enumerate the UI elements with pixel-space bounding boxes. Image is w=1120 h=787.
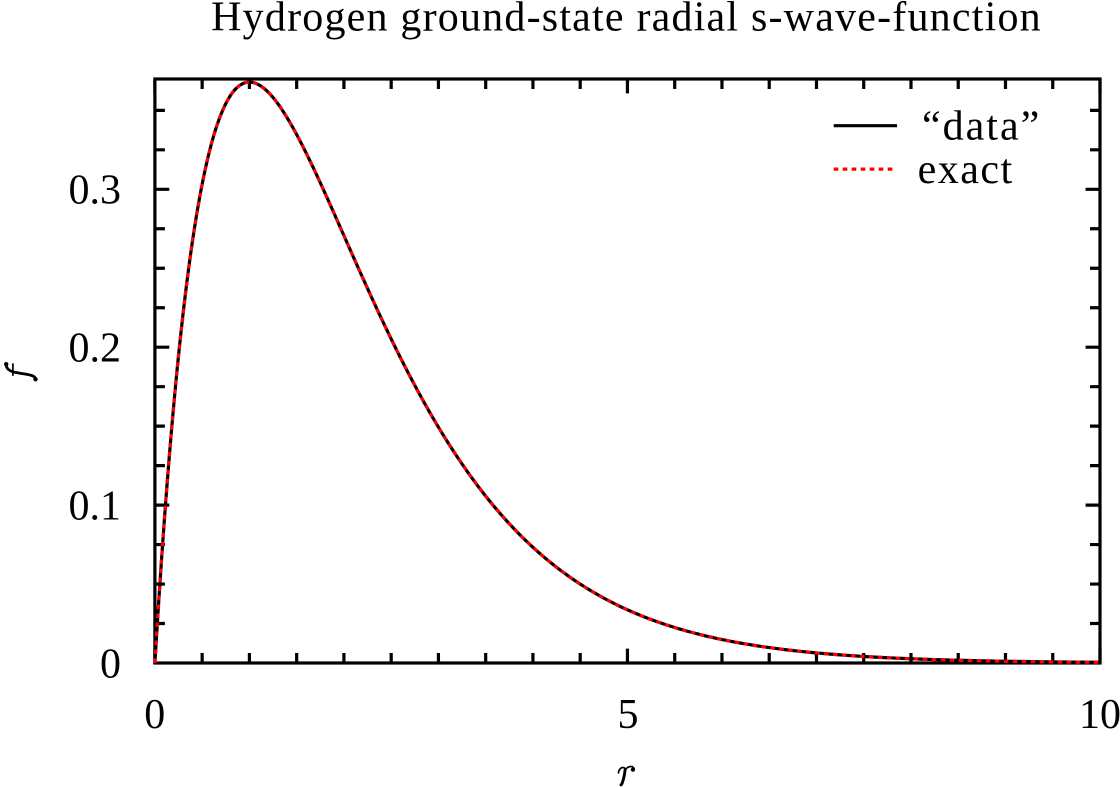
svg-text:0.3: 0.3 [69, 168, 122, 214]
svg-text:Hydrogen ground-state radial s: Hydrogen ground-state radial s-wave-func… [211, 0, 1042, 40]
svg-text:“data”: “data” [922, 104, 1041, 150]
svg-text:0: 0 [100, 641, 121, 687]
svg-text:0.2: 0.2 [69, 326, 122, 372]
svg-text:10: 10 [1079, 692, 1120, 738]
svg-text:5: 5 [618, 692, 639, 738]
svg-text:0.1: 0.1 [69, 483, 122, 529]
svg-text:0: 0 [144, 692, 165, 738]
svg-text:exact: exact [918, 147, 1014, 193]
